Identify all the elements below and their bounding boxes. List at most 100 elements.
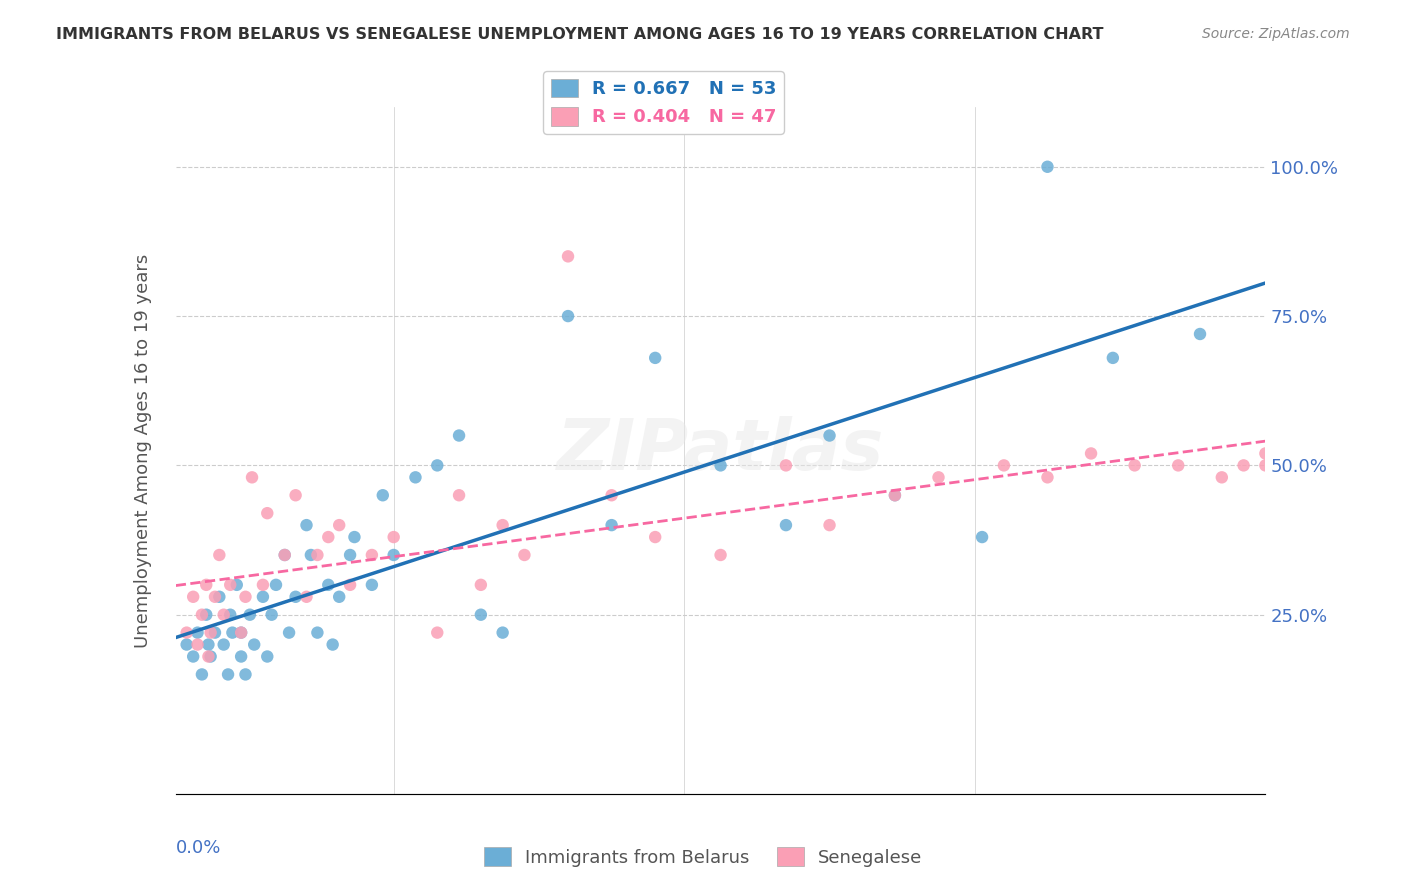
Point [470, 578, 492, 592]
Point [212, 638, 235, 652]
Point [256, 506, 278, 520]
Point [382, 530, 405, 544]
Point [204, 625, 226, 640]
Point [775, 518, 797, 533]
Point [328, 590, 350, 604]
Point [1036, 470, 1059, 484]
Point [993, 458, 1015, 473]
Point [600, 488, 623, 502]
Point [426, 458, 449, 473]
Point [176, 638, 198, 652]
Point [235, 667, 257, 681]
Point [382, 548, 405, 562]
Point [492, 518, 515, 533]
Point [284, 488, 307, 502]
Point [1254, 458, 1277, 473]
Point [274, 548, 297, 562]
Point [928, 470, 950, 484]
Point [970, 530, 993, 544]
Point [322, 638, 344, 652]
Point [307, 548, 329, 562]
Point [191, 667, 214, 681]
Point [221, 625, 243, 640]
Text: 0.0%: 0.0% [176, 838, 221, 856]
Point [195, 607, 218, 622]
Point [775, 458, 797, 473]
Point [1189, 326, 1212, 341]
Point [557, 249, 579, 263]
Point [405, 470, 427, 484]
Point [1254, 446, 1277, 460]
Point [208, 548, 231, 562]
Point [318, 578, 340, 592]
Point [231, 625, 253, 640]
Point [1167, 458, 1189, 473]
Point [243, 638, 266, 652]
Point [197, 649, 219, 664]
Point [360, 548, 382, 562]
Point [818, 518, 841, 533]
Legend: Immigrants from Belarus, Senegalese: Immigrants from Belarus, Senegalese [477, 840, 929, 874]
Point [204, 590, 226, 604]
Point [644, 351, 666, 365]
Point [557, 309, 579, 323]
Point [200, 649, 222, 664]
Point [231, 649, 253, 664]
Point [1102, 351, 1125, 365]
Point [307, 625, 329, 640]
Point [299, 548, 322, 562]
Point [339, 578, 361, 592]
Point [231, 625, 253, 640]
Point [1123, 458, 1146, 473]
Point [217, 667, 239, 681]
Point [208, 590, 231, 604]
Point [818, 428, 841, 442]
Point [181, 590, 204, 604]
Point [600, 518, 623, 533]
Point [447, 488, 470, 502]
Point [295, 590, 318, 604]
Point [197, 638, 219, 652]
Y-axis label: Unemployment Among Ages 16 to 19 years: Unemployment Among Ages 16 to 19 years [134, 253, 152, 648]
Point [252, 590, 274, 604]
Point [644, 530, 666, 544]
Point [212, 607, 235, 622]
Point [240, 470, 263, 484]
Point [256, 649, 278, 664]
Point [186, 625, 209, 640]
Point [274, 548, 297, 562]
Point [181, 649, 204, 664]
Point [513, 548, 536, 562]
Text: ZIPatlas: ZIPatlas [557, 416, 884, 485]
Point [200, 625, 222, 640]
Point [252, 578, 274, 592]
Text: Source: ZipAtlas.com: Source: ZipAtlas.com [1202, 27, 1350, 41]
Point [318, 530, 340, 544]
Point [884, 488, 907, 502]
Point [264, 578, 287, 592]
Point [328, 518, 350, 533]
Point [1080, 446, 1102, 460]
Point [470, 607, 492, 622]
Point [260, 607, 283, 622]
Point [284, 590, 307, 604]
Point [195, 578, 218, 592]
Point [186, 638, 209, 652]
Point [225, 578, 247, 592]
Point [219, 578, 242, 592]
Point [1232, 458, 1256, 473]
Point [426, 625, 449, 640]
Point [360, 578, 382, 592]
Point [884, 488, 907, 502]
Legend: R = 0.667   N = 53, R = 0.404   N = 47: R = 0.667 N = 53, R = 0.404 N = 47 [543, 71, 783, 134]
Text: IMMIGRANTS FROM BELARUS VS SENEGALESE UNEMPLOYMENT AMONG AGES 16 TO 19 YEARS COR: IMMIGRANTS FROM BELARUS VS SENEGALESE UN… [56, 27, 1104, 42]
Point [235, 590, 257, 604]
Point [278, 625, 301, 640]
Point [371, 488, 394, 502]
Point [219, 607, 242, 622]
Point [295, 518, 318, 533]
Point [1036, 160, 1059, 174]
Point [492, 625, 515, 640]
Point [1211, 470, 1233, 484]
Point [176, 625, 198, 640]
